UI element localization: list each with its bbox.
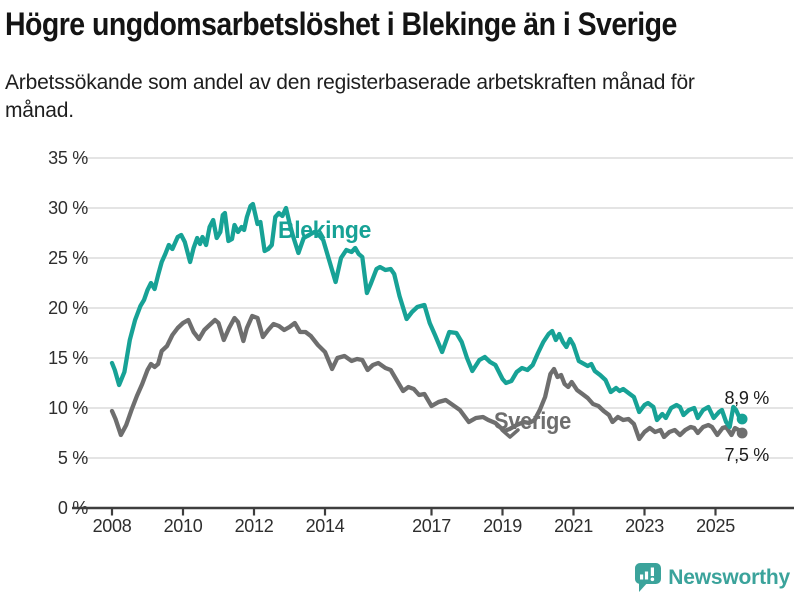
brand-name: Newsworthy — [668, 566, 790, 589]
series-end-dot-sverige — [736, 427, 748, 439]
x-tick-label-2023: 2023 — [625, 516, 664, 536]
series-label-blekinge: Blekinge — [278, 217, 371, 244]
x-tick-label-2012: 2012 — [235, 516, 274, 536]
series-line-blekinge — [109, 201, 745, 430]
newsworthy-logo: Newsworthy — [635, 562, 790, 594]
y-tick-label-20: 20 % — [48, 298, 88, 318]
end-value-label-sverige: 7,5 % — [724, 445, 769, 465]
newsworthy-chart-bubble-icon — [635, 563, 662, 592]
series-line-sverige — [109, 313, 745, 442]
x-tick-label-2019: 2019 — [483, 516, 522, 536]
y-tick-label-25: 25 % — [48, 248, 88, 268]
y-tick-label-35: 35 % — [48, 148, 88, 168]
x-tick-label-2008: 2008 — [93, 516, 132, 536]
series-label-sverige: Sverige — [494, 408, 571, 435]
x-tick-label-2021: 2021 — [554, 516, 593, 536]
y-tick-label-30: 30 % — [48, 198, 88, 218]
y-tick-label-15: 15 % — [48, 348, 88, 368]
x-tick-label-2014: 2014 — [306, 516, 345, 536]
chart-header: Högre ungdomsarbetslöshet i Blekinge än … — [5, 6, 800, 122]
x-tick-label-2017: 2017 — [412, 516, 451, 536]
sverige-label-caret — [500, 428, 520, 439]
chart-subtitle: Arbetssökande som andel av den registerb… — [5, 71, 695, 122]
x-tick-label-2025: 2025 — [696, 516, 735, 536]
y-tick-label-10: 10 % — [48, 398, 88, 418]
series-end-dot-blekinge — [736, 413, 748, 425]
chart-title: Högre ungdomsarbetslöshet i Blekinge än … — [5, 6, 677, 42]
y-tick-label-5: 5 % — [58, 448, 88, 468]
end-value-label-blekinge: 8,9 % — [724, 388, 769, 408]
x-tick-label-2010: 2010 — [164, 516, 203, 536]
